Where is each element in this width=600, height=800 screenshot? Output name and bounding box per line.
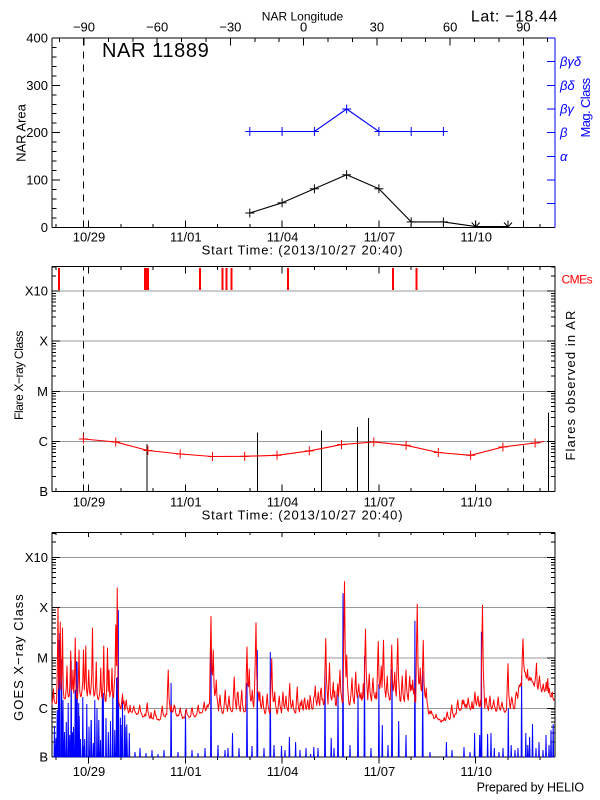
svg-text:Lat: −18.44: Lat: −18.44 [471,9,558,26]
svg-text:X: X [39,334,48,349]
svg-text:11/04: 11/04 [267,495,299,510]
svg-text:NAR Area: NAR Area [14,103,29,162]
svg-text:βγδ: βγδ [559,54,582,69]
svg-text:CMEs: CMEs [562,273,593,287]
svg-text:β: β [559,125,568,140]
svg-text:B: B [39,484,48,499]
svg-text:60: 60 [443,20,457,35]
svg-text:Prepared by HELIO: Prepared by HELIO [477,781,585,795]
svg-text:C: C [39,701,48,716]
svg-text:11/01: 11/01 [170,230,202,245]
svg-text:30: 30 [370,20,384,35]
svg-text:100: 100 [26,173,48,188]
svg-text:M: M [37,384,48,399]
svg-text:X10: X10 [25,550,48,565]
svg-text:10/29: 10/29 [73,495,106,510]
svg-text:−90: −90 [73,20,95,35]
svg-text:−60: −60 [146,20,168,35]
svg-text:11/01: 11/01 [170,495,202,510]
svg-text:90: 90 [516,20,530,35]
svg-text:Flare X−ray Class: Flare X−ray Class [12,331,26,420]
svg-text:GOES X−ray Class: GOES X−ray Class [11,593,26,721]
svg-text:11/07: 11/07 [364,764,396,779]
svg-text:NAR 11889: NAR 11889 [102,40,209,62]
svg-text:0: 0 [300,20,307,35]
svg-text:−30: −30 [219,20,241,35]
svg-text:11/10: 11/10 [460,764,492,779]
svg-text:βγ: βγ [559,102,575,117]
svg-text:Mag. Class: Mag. Class [578,77,593,137]
svg-text:200: 200 [26,125,48,140]
svg-text:Start Time: (2013/10/27 20:40): Start Time: (2013/10/27 20:40) [202,508,404,523]
svg-text:M: M [37,651,48,666]
svg-text:11/07: 11/07 [364,230,396,245]
svg-text:X10: X10 [25,284,48,299]
svg-text:X: X [39,600,48,615]
svg-text:Start Time: (2013/10/27 20:40): Start Time: (2013/10/27 20:40) [202,243,404,258]
svg-text:C: C [39,434,48,449]
svg-text:400: 400 [26,31,48,46]
svg-text:11/10: 11/10 [460,495,492,510]
svg-text:B: B [39,750,48,765]
svg-text:11/01: 11/01 [170,764,202,779]
svg-text:Flares observed in AR: Flares observed in AR [563,310,578,461]
svg-text:10/29: 10/29 [73,764,106,779]
svg-text:0: 0 [41,220,48,235]
svg-text:11/07: 11/07 [364,495,396,510]
svg-text:11/04: 11/04 [267,764,299,779]
svg-text:10/29: 10/29 [73,230,106,245]
svg-text:11/10: 11/10 [460,230,492,245]
svg-text:11/04: 11/04 [267,230,299,245]
svg-text:NAR Longitude: NAR Longitude [262,10,344,24]
svg-text:βδ: βδ [559,78,575,93]
svg-text:300: 300 [26,78,48,93]
svg-text:α: α [560,149,568,164]
